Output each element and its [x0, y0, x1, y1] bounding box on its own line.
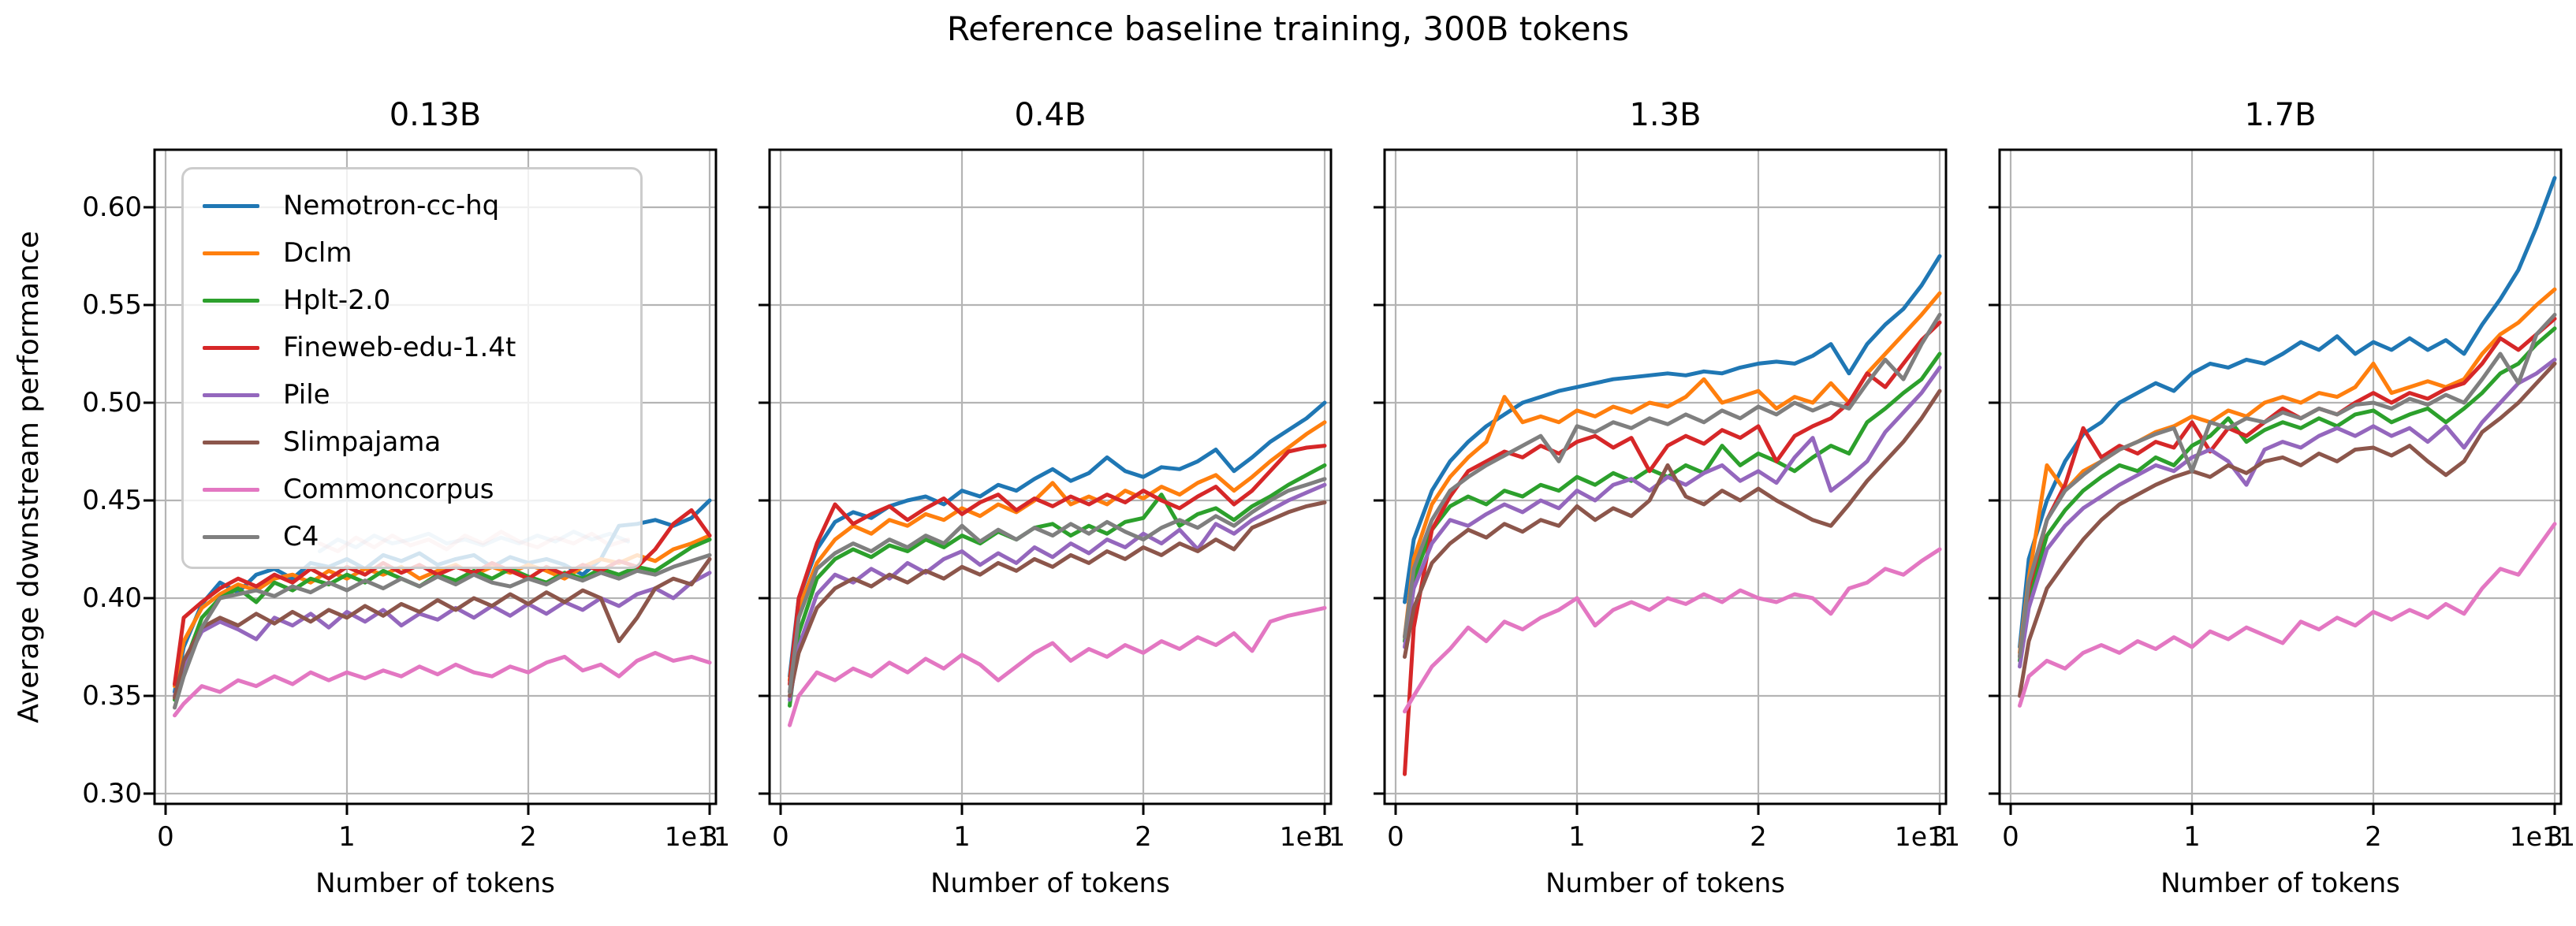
x-axis-label: Number of tokens — [2160, 868, 2400, 899]
legend-item-slimpajama: Slimpajama — [203, 418, 640, 466]
subplot-title-3: 1.3B — [1629, 97, 1702, 133]
x-axis-offset-label: 1e11 — [1279, 821, 1345, 852]
series-line-slimpajama — [788, 500, 1327, 698]
x-tick-label: 1 — [2183, 821, 2201, 853]
x-tick-label: 3 — [701, 821, 718, 853]
legend-label: C4 — [283, 521, 319, 552]
series-line-nemotron-cc-hq — [1403, 254, 1942, 604]
figure-title: Reference baseline training, 300B tokens — [946, 9, 1630, 48]
series-line-commoncorpus — [2018, 522, 2557, 708]
x-tick-label: 3 — [1316, 821, 1333, 853]
x-axis-offset-label: 1e11 — [2509, 821, 2575, 852]
series-line-fineweb-edu-1.4t — [788, 444, 1327, 686]
x-tick-label: 3 — [1931, 821, 1948, 853]
series-line-slimpajama — [1403, 389, 1942, 659]
subplot-title-4: 1.7B — [2244, 97, 2317, 133]
legend-swatch-nemotron-cc-hq — [203, 203, 259, 208]
legend-item-c4: C4 — [203, 513, 640, 560]
x-axis-label: Number of tokens — [930, 868, 1170, 899]
subplot-title-2: 0.4B — [1014, 97, 1087, 133]
x-axis-offset-label: 1e11 — [1894, 821, 1960, 852]
legend-label: Pile — [283, 379, 330, 411]
series-line-c4 — [1403, 312, 1942, 640]
x-tick-label: 2 — [2365, 821, 2382, 853]
series-line-hplt-2.0 — [2018, 326, 2557, 663]
legend-item-nemotron-cc-hq: Nemotron-cc-hq — [203, 182, 640, 229]
x-tick-label: 2 — [1135, 821, 1152, 853]
x-tick-label: 1 — [338, 821, 356, 853]
series-line-nemotron-cc-hq — [788, 400, 1327, 679]
series-line-c4 — [788, 477, 1327, 694]
legend-label: Hplt-2.0 — [283, 284, 391, 316]
x-axis-label: Number of tokens — [1545, 868, 1785, 899]
series-line-pile — [173, 571, 712, 698]
series-line-pile — [2018, 357, 2557, 669]
y-tick-label: 0.60 — [82, 192, 142, 223]
x-axis-label: Number of tokens — [315, 868, 555, 899]
legend-item-hplt-2.0: Hplt-2.0 — [203, 277, 640, 324]
legend-label: Dclm — [283, 237, 352, 269]
series-line-hplt-2.0 — [788, 463, 1327, 708]
legend-swatch-slimpajama — [203, 440, 259, 444]
series-line-fineweb-edu-1.4t — [2018, 316, 2557, 659]
axes-spines — [153, 148, 718, 805]
y-tick-label: 0.55 — [82, 289, 142, 321]
plot-panel-4 — [1989, 148, 2563, 815]
series-line-commoncorpus — [1403, 547, 1942, 714]
plot-panel-3 — [1374, 148, 1948, 815]
axes-spines — [1998, 148, 2563, 805]
x-tick-label: 3 — [2546, 821, 2563, 853]
y-tick-label: 0.45 — [82, 485, 142, 516]
y-tick-label: 0.50 — [82, 387, 142, 418]
x-axis-offset-label: 1e11 — [664, 821, 730, 852]
legend-swatch-pile — [203, 392, 259, 397]
legend-swatch-hplt-2.0 — [203, 298, 259, 303]
axes-spines — [1383, 148, 1948, 805]
legend-item-dclm: Dclm — [203, 229, 640, 277]
legend-label: Nemotron-cc-hq — [283, 190, 500, 221]
series-line-pile — [1403, 365, 1942, 649]
legend-item-fineweb-edu-1.4t: Fineweb-edu-1.4t — [203, 324, 640, 371]
legend: Nemotron-cc-hq Dclm Hplt-2.0 Fineweb-edu-1.… — [181, 167, 643, 569]
series-line-slimpajama — [173, 556, 712, 700]
y-tick-label: 0.35 — [82, 680, 142, 712]
series-line-dclm — [788, 420, 1327, 682]
series-line-fineweb-edu-1.4t — [1403, 320, 1942, 776]
legend-swatch-c4 — [203, 534, 259, 539]
plot-panel-2 — [759, 148, 1333, 815]
series-line-commoncorpus — [788, 605, 1327, 727]
legend-swatch-dclm — [203, 251, 259, 255]
series-line-c4 — [2018, 312, 2557, 659]
y-tick-label: 0.30 — [82, 778, 142, 809]
legend-item-commoncorpus: Commoncorpus — [203, 466, 640, 513]
x-tick-label: 1 — [953, 821, 971, 853]
x-tick-label: 0 — [1387, 821, 1404, 853]
axes-spines — [768, 148, 1333, 805]
x-tick-label: 0 — [157, 821, 174, 853]
series-line-c4 — [173, 552, 712, 710]
series-line-pile — [788, 482, 1327, 702]
series-line-nemotron-cc-hq — [2018, 176, 2557, 649]
series-line-slimpajama — [2018, 361, 2557, 698]
subplot-title-1: 0.13B — [389, 97, 482, 133]
legend-item-pile: Pile — [203, 371, 640, 418]
series-line-commoncorpus — [173, 650, 712, 718]
x-tick-label: 1 — [1568, 821, 1586, 853]
x-tick-label: 2 — [1750, 821, 1767, 853]
legend-swatch-commoncorpus — [203, 487, 259, 492]
legend-label: Slimpajama — [283, 426, 442, 458]
x-tick-label: 0 — [772, 821, 789, 853]
legend-label: Commoncorpus — [283, 474, 494, 505]
legend-swatch-fineweb-edu-1.4t — [203, 345, 259, 350]
x-tick-label: 2 — [520, 821, 537, 853]
legend-label: Fineweb-edu-1.4t — [283, 332, 516, 363]
y-tick-label: 0.40 — [82, 582, 142, 614]
x-tick-label: 0 — [2002, 821, 2019, 853]
